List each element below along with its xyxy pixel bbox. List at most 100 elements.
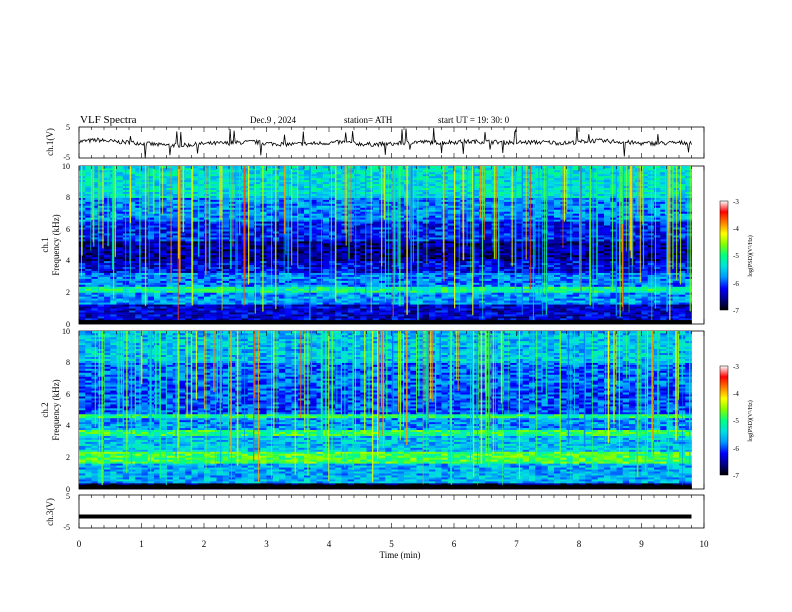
spec-cell	[429, 296, 436, 299]
spec-cell	[641, 316, 649, 319]
spec-cell	[197, 274, 205, 277]
spec-cell	[429, 225, 436, 228]
spec-cell	[397, 310, 405, 313]
spec-cell	[685, 243, 692, 246]
spec-cell	[354, 306, 361, 309]
spec-cell	[660, 302, 667, 305]
spec-cell	[141, 296, 149, 299]
spec-cell	[660, 306, 667, 309]
spec-cell	[660, 276, 667, 279]
spec-cell	[247, 278, 255, 281]
spec-cell	[310, 292, 317, 295]
spec-cell	[335, 258, 342, 262]
spec-cell	[660, 300, 667, 303]
spec-cell	[591, 302, 599, 305]
spec-cell	[335, 274, 342, 277]
spec-cell	[504, 306, 511, 309]
spec-cell	[647, 248, 655, 252]
spec-cell	[147, 229, 155, 232]
spec-cell	[222, 276, 230, 279]
spec-cell	[91, 296, 99, 299]
spec-cell	[635, 274, 642, 277]
spec-cell	[85, 266, 92, 269]
spec-cell	[510, 308, 517, 311]
spec-cell	[454, 231, 461, 234]
spec-cell	[529, 302, 536, 305]
spec-cell	[104, 298, 111, 301]
spec-cell	[416, 246, 424, 250]
spec-cell	[579, 294, 586, 297]
spec-cell	[460, 268, 467, 271]
spec-cell	[91, 266, 99, 269]
spec-cell	[454, 278, 461, 281]
spec-cell	[135, 256, 142, 260]
spec-cell	[585, 229, 592, 232]
spec-cell	[116, 304, 124, 307]
spec-cell	[516, 276, 524, 279]
spec-cell	[416, 282, 424, 285]
spec-cell	[447, 270, 455, 273]
spec-cell	[497, 290, 505, 293]
spec-cell	[460, 280, 467, 283]
spec-cell	[679, 239, 686, 242]
spec-cell	[310, 262, 317, 266]
spec-cell	[672, 318, 680, 321]
spec-cell	[372, 250, 380, 254]
spec-cell	[204, 225, 211, 228]
spec-cell	[85, 264, 92, 268]
spec-cell	[485, 239, 492, 242]
spec-cell	[647, 286, 655, 289]
spec-cell	[322, 300, 330, 303]
spec-cell	[135, 276, 142, 279]
spec-cell	[429, 292, 436, 295]
spec-cell	[166, 250, 174, 254]
spec-cell	[416, 312, 424, 315]
spec-cell	[97, 270, 105, 273]
spec-cell	[422, 298, 430, 301]
spec-cell	[166, 290, 174, 293]
spec-cell	[529, 260, 536, 264]
spec-cell	[641, 278, 649, 281]
spec-cell	[554, 227, 561, 230]
spec-cell	[641, 239, 649, 242]
spec-cell	[585, 262, 592, 266]
spec-cell	[654, 233, 661, 236]
spec-cell	[160, 264, 167, 268]
spec-cell	[266, 254, 274, 258]
spec-cell	[91, 280, 99, 283]
spec-cell	[479, 304, 486, 307]
spec-cell	[216, 302, 224, 305]
spec-cell	[660, 298, 667, 301]
spec-cell	[366, 237, 374, 240]
spec-cell	[635, 288, 642, 291]
spec-cell	[635, 302, 642, 305]
spec-cell	[541, 300, 549, 303]
spec-cell	[104, 241, 111, 244]
spec-cell	[429, 250, 436, 254]
spec-cell	[610, 264, 617, 268]
spec-cell	[85, 304, 92, 307]
spec-cell	[529, 250, 536, 254]
spec-cell	[435, 292, 442, 295]
spec-cell	[629, 316, 636, 319]
spec-cell	[635, 296, 642, 299]
spec-cell	[572, 239, 580, 242]
spec-cell	[235, 248, 242, 252]
spec-cell	[485, 260, 492, 264]
spec-cell	[472, 280, 480, 283]
spec-cell	[229, 252, 236, 256]
spec-cell	[310, 245, 317, 248]
spec-cell	[254, 246, 261, 250]
spec-cell	[441, 274, 449, 277]
spec-cell	[472, 302, 480, 305]
spec-cell	[497, 266, 505, 269]
spec-cell	[322, 233, 330, 236]
spec-cell	[429, 298, 436, 301]
spec-cell	[422, 254, 430, 258]
spec-cell	[510, 290, 517, 293]
spec-cell	[366, 258, 374, 262]
spec-cell	[447, 298, 455, 301]
spec-cell	[566, 258, 574, 262]
spec-cell	[210, 252, 217, 256]
spec-cell	[279, 229, 286, 232]
